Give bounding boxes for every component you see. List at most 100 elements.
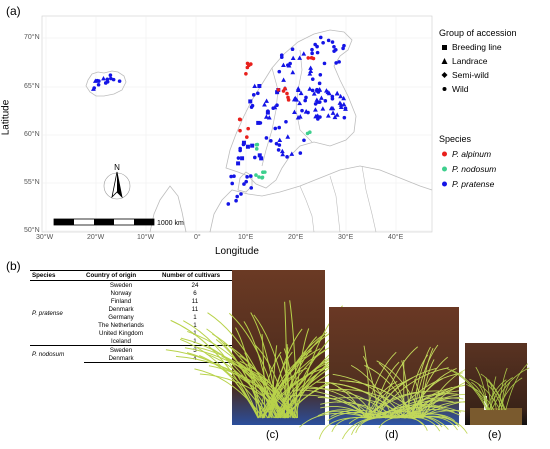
accession-marker (254, 143, 259, 147)
th-species: Species (30, 270, 84, 281)
accession-marker (292, 109, 297, 115)
accession-marker (254, 173, 258, 177)
species-cell: P. pratense (32, 309, 63, 317)
accession-marker (322, 61, 327, 66)
accession-marker (308, 65, 314, 70)
triangle-icon (441, 58, 448, 64)
accession-marker (229, 174, 233, 179)
table-row: Norway 6 (30, 289, 232, 297)
accession-marker (259, 156, 264, 161)
baltic-borders (299, 165, 377, 233)
accession-marker (235, 194, 240, 199)
country-cell: Sweden (84, 345, 160, 354)
accession-marker (295, 87, 301, 92)
alpinum-dot-icon (442, 151, 447, 157)
accession-marker (325, 113, 331, 118)
legend-group-icons (441, 45, 448, 91)
accession-marker (279, 55, 284, 60)
accession-marker (315, 87, 319, 92)
country-cell: Germany (108, 313, 134, 321)
accession-marker (332, 114, 338, 120)
accession-marker (298, 90, 304, 96)
accession-marker (313, 42, 317, 47)
accession-marker (105, 77, 110, 82)
accession-marker (342, 43, 346, 48)
photo-e (446, 343, 530, 425)
accession-marker (274, 141, 279, 146)
accession-marker (300, 108, 304, 113)
accession-marker (326, 90, 332, 96)
lon-tick-40e: 40°E (388, 234, 404, 241)
country-cell: Denmark (84, 354, 160, 363)
accession-marker (315, 50, 320, 55)
count-cell: 1 (193, 321, 197, 329)
th-country: Country of origin (84, 270, 160, 281)
table-row: The Netherlands 1 (30, 321, 232, 329)
accession-marker (248, 174, 253, 178)
country-cell: Finland (110, 297, 132, 305)
accession-marker (245, 61, 250, 66)
lon-tick-20w: 20°W (87, 234, 105, 241)
accession-marker (95, 78, 100, 83)
table-row: Iceland 1 (30, 337, 232, 346)
panel-a-label: (a) (6, 4, 21, 18)
count-cell: 6 (193, 289, 197, 297)
accession-points (91, 35, 348, 206)
accession-marker (297, 114, 303, 119)
accession-marker (290, 47, 295, 52)
accession-marker (246, 126, 250, 131)
accession-marker (320, 106, 326, 111)
accession-marker (307, 71, 313, 76)
accession-marker (323, 99, 328, 103)
accession-marker (244, 71, 248, 76)
accession-marker (245, 135, 249, 139)
panel-d-label: (d) (385, 429, 399, 441)
accession-marker (310, 88, 315, 93)
accession-marker (245, 175, 249, 179)
accession-marker (310, 77, 315, 81)
cultivar-table-wrap: Species Country of origin Number of cult… (30, 270, 232, 363)
accession-marker (338, 93, 344, 99)
country-cell: Sweden (109, 281, 133, 289)
scandinavia-outline (225, 29, 357, 189)
lat-tick-50: 50°N (24, 227, 40, 234)
panel-c-label: (c) (266, 429, 279, 441)
accession-marker (298, 151, 303, 155)
scale-bar (53, 218, 155, 226)
country-cell: Iceland (111, 337, 131, 345)
map-grid (42, 16, 432, 232)
accession-marker (281, 62, 286, 67)
accession-marker (313, 107, 318, 112)
accession-marker (273, 126, 278, 131)
lat-tick-60: 60°N (24, 131, 40, 138)
accession-marker (269, 139, 273, 143)
accession-marker (328, 105, 334, 111)
table-header-row: Species Country of origin Number of cult… (30, 270, 232, 281)
accession-marker (248, 62, 253, 66)
accession-marker (311, 56, 316, 61)
accession-marker (301, 51, 307, 56)
accession-marker (308, 68, 314, 74)
accession-marker (260, 176, 264, 180)
accession-marker (310, 51, 314, 56)
north-label: N (114, 163, 120, 172)
count-cell: 4 (160, 354, 232, 363)
photo-d (291, 307, 505, 440)
diamond-icon (441, 72, 448, 78)
accession-marker (250, 103, 255, 108)
accession-marker (337, 60, 341, 64)
count-cell: 11 (191, 305, 199, 313)
lat-tick-70: 70°N (24, 34, 40, 41)
accession-marker (281, 89, 286, 93)
sweden-border (261, 67, 279, 167)
accession-marker (261, 170, 265, 175)
legend-species-icons (442, 151, 447, 187)
lon-tick-20e: 20°E (288, 234, 304, 241)
accession-marker (248, 99, 253, 104)
accession-marker (318, 35, 323, 40)
accession-marker (230, 181, 235, 186)
accession-marker (311, 91, 317, 96)
accession-marker (256, 120, 261, 125)
accession-marker (276, 148, 281, 152)
